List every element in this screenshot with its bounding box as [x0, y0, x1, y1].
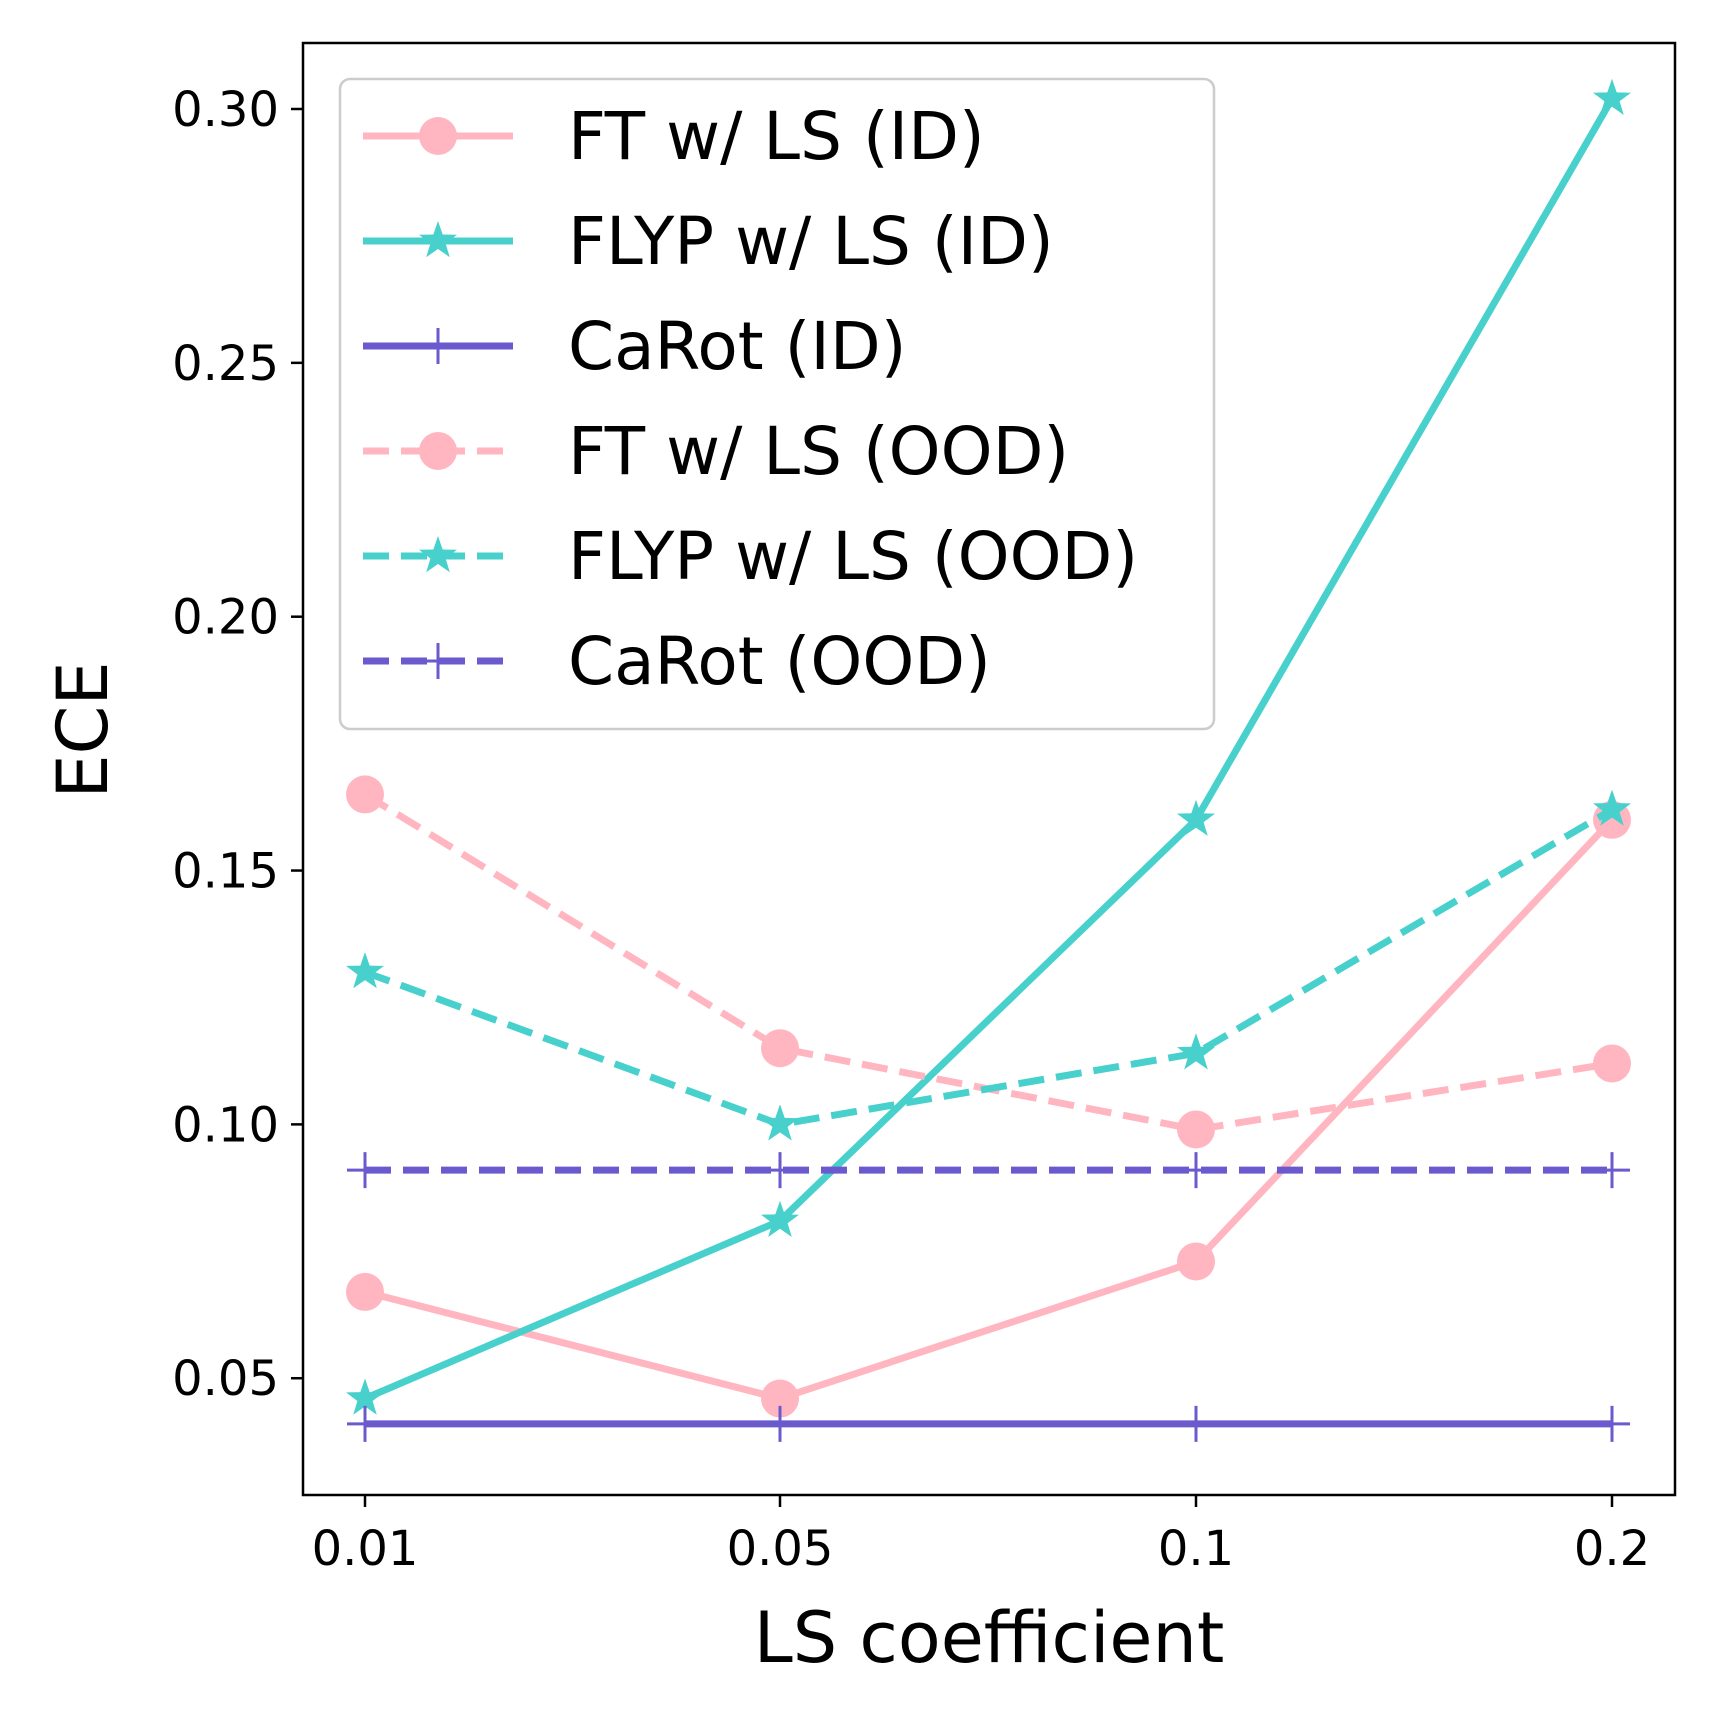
y-tick-label: 0.30 [172, 82, 279, 138]
data-point [1177, 1033, 1215, 1070]
legend-marker [419, 221, 457, 258]
series-flyp-w-ls-id [346, 78, 1631, 1415]
series-line [364, 817, 1615, 1402]
legend-label: FT w/ LS (ID) [568, 98, 985, 175]
data-point [1594, 1152, 1630, 1189]
data-point [346, 1378, 384, 1415]
x-axis-label: LS coefficient [754, 1597, 1225, 1679]
series-ft-w-ls-id [346, 800, 1631, 1418]
y-tick-label: 0.05 [172, 1351, 279, 1407]
data-point [1593, 78, 1631, 115]
series-line [363, 791, 1613, 1133]
legend-entry-ft-w-ls-id: FT w/ LS (ID) [363, 98, 985, 175]
legend-entry-ft-w-ls-ood: FT w/ LS (OOD) [363, 413, 1069, 490]
data-point [346, 1272, 384, 1311]
data-point [346, 952, 384, 989]
series-line [363, 97, 1616, 1402]
data-point [1177, 1110, 1215, 1149]
data-point [761, 1029, 799, 1068]
data-point [762, 1405, 798, 1442]
data-point [761, 1104, 799, 1141]
plot-frame [301, 41, 1677, 1497]
series-ft-w-ls-ood [346, 775, 1631, 1149]
data-point [1177, 799, 1215, 836]
x-tick-label: 0.01 [312, 1521, 419, 1577]
legend-marker [419, 432, 457, 470]
x-axis: 0.01 0.05 0.1 0.2 [312, 1495, 1650, 1577]
data-point [347, 1152, 383, 1189]
legend-label: FLYP w/ LS (OOD) [568, 518, 1138, 595]
legend-box [338, 77, 1216, 731]
series-line [363, 806, 1614, 1128]
data-point [1177, 1242, 1215, 1281]
plot-area [346, 78, 1631, 1442]
legend-label: CaRot (OOD) [568, 623, 991, 700]
legend-marker [420, 643, 456, 679]
legend-marker [420, 328, 456, 364]
y-tick-label: 0.15 [172, 844, 279, 900]
x-tick-label: 0.1 [1158, 1521, 1234, 1577]
data-point [1178, 1405, 1214, 1442]
data-point [1594, 1405, 1630, 1442]
y-axis: 0.05 0.10 0.15 0.20 0.25 0.30 [172, 82, 303, 1407]
y-tick-label: 0.25 [172, 336, 279, 392]
y-tick-label: 0.10 [172, 1097, 279, 1153]
data-point [761, 1200, 799, 1237]
data-point [346, 775, 384, 814]
legend-marker [419, 117, 457, 155]
y-tick-label: 0.20 [172, 590, 279, 646]
legend-label: CaRot (ID) [568, 308, 906, 385]
legend-entry-flyp-w-ls-id: FLYP w/ LS (ID) [363, 203, 1054, 280]
legend-entry-carot-id: CaRot (ID) [363, 308, 906, 385]
legend-entry-carot-ood: CaRot (OOD) [363, 623, 991, 700]
legend: FT w/ LS (ID) FLYP w/ LS (ID) CaRot (ID) FT… [338, 77, 1216, 731]
legend-label: FLYP w/ LS (ID) [568, 203, 1054, 280]
y-axis-label: ECE [42, 661, 124, 798]
data-point [347, 1405, 383, 1442]
data-point [1178, 1152, 1214, 1189]
legend-label: FT w/ LS (OOD) [568, 413, 1069, 490]
x-tick-label: 0.05 [727, 1521, 834, 1577]
data-point [1593, 789, 1631, 826]
series-carot-id [347, 1405, 1630, 1442]
legend-marker [419, 536, 457, 573]
series-flyp-w-ls-ood [346, 789, 1631, 1141]
legend-entry-flyp-w-ls-ood: FLYP w/ LS (OOD) [363, 518, 1138, 595]
data-point [762, 1152, 798, 1189]
data-point [1593, 1044, 1631, 1083]
data-point [761, 1379, 799, 1418]
series-carot-ood [347, 1152, 1630, 1189]
x-tick-label: 0.2 [1574, 1521, 1650, 1577]
